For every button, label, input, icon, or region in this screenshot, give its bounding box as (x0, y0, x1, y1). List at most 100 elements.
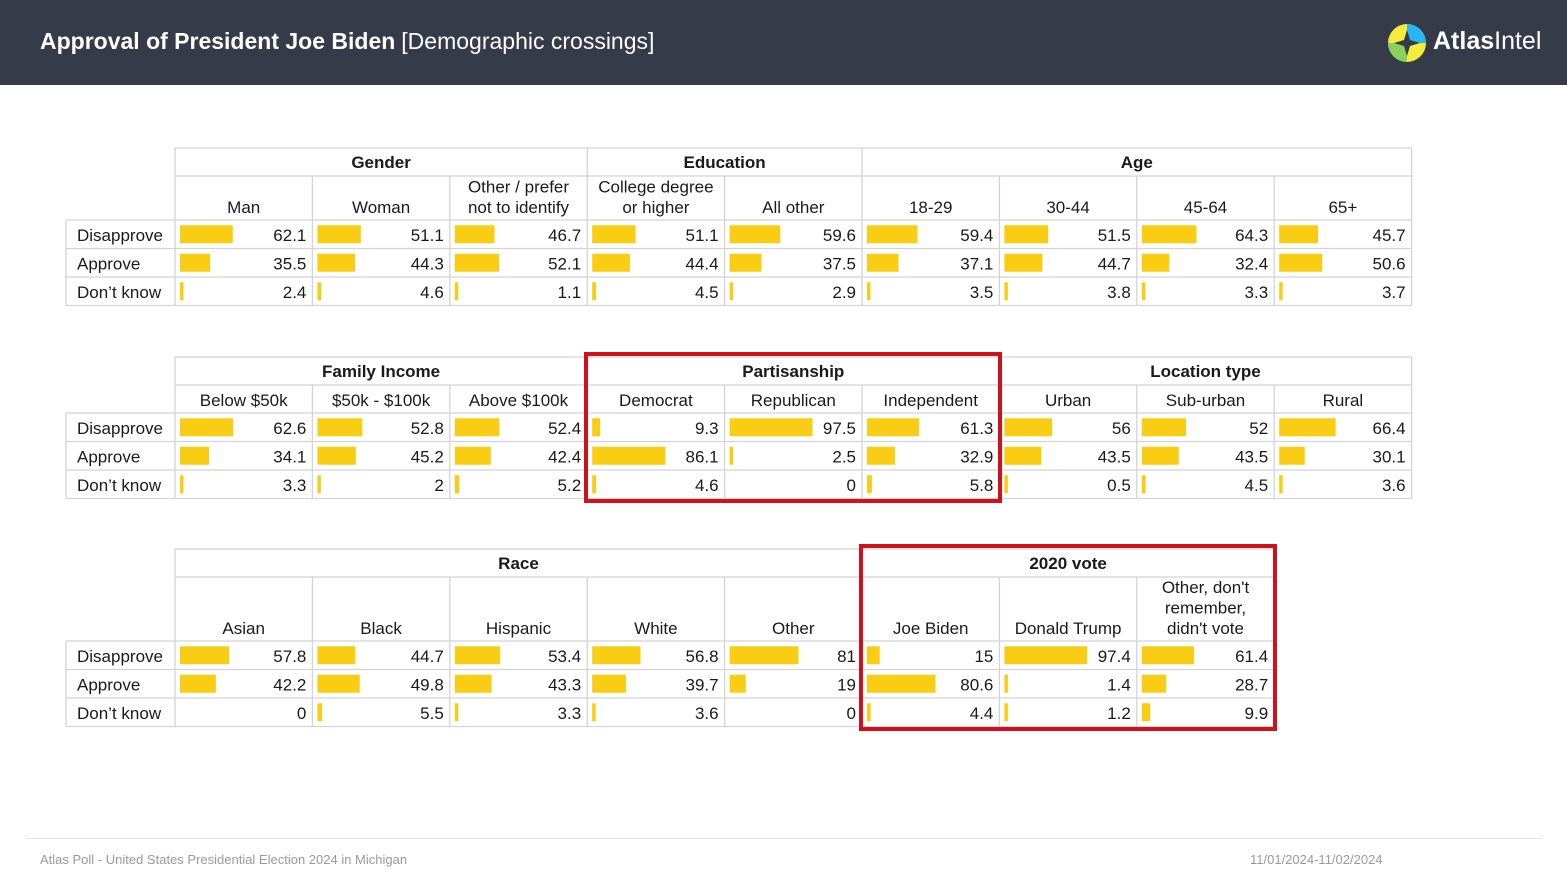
value-bar (867, 225, 918, 244)
value-bar (729, 282, 734, 301)
value-bar (867, 674, 936, 693)
value-label: 49.8 (411, 676, 444, 695)
value-label: 51.5 (1098, 226, 1131, 245)
value-bar (1004, 703, 1008, 722)
value-bar (729, 646, 799, 665)
value-label: 1.4 (1107, 676, 1131, 695)
group-header: Partisanship (742, 362, 844, 381)
value-label: 86.1 (686, 448, 719, 467)
value-bar (180, 646, 230, 665)
value-label: 0 (847, 704, 856, 723)
column-label: Woman (352, 198, 410, 217)
value-label: 32.4 (1235, 255, 1268, 274)
column-label: Man (227, 198, 260, 217)
value-bar (180, 446, 209, 465)
value-bar (1004, 646, 1088, 665)
value-label: 4.6 (695, 476, 719, 495)
value-bar (1279, 282, 1283, 301)
value-label: 62.6 (273, 419, 306, 438)
value-bar (867, 446, 895, 465)
value-bar (180, 418, 234, 437)
column-label: Independent (883, 391, 978, 410)
value-bar (454, 225, 495, 244)
value-bar (1279, 253, 1323, 272)
row-label: Disapprove (77, 419, 163, 438)
row-label: Don’t know (77, 283, 162, 302)
value-label: 4.4 (970, 704, 994, 723)
column-label: Below $50k (200, 391, 288, 410)
value-bar (1004, 225, 1049, 244)
value-bar (180, 225, 233, 244)
column-label: Democrat (619, 391, 693, 410)
value-label: 62.1 (273, 226, 306, 245)
value-label: 42.4 (548, 448, 581, 467)
value-label: 9.9 (1245, 704, 1269, 723)
value-bar (592, 282, 597, 301)
value-label: 15 (974, 647, 993, 666)
column-label: $50k - $100k (332, 391, 431, 410)
column-label: Hispanic (486, 619, 552, 638)
value-label: 3.3 (283, 476, 307, 495)
footer-date: 11/01/2024-11/02/2024 (1250, 852, 1383, 867)
value-label: 4.5 (1245, 476, 1269, 495)
value-bar (317, 446, 356, 465)
value-label: 51.1 (411, 226, 444, 245)
column-label: All other (762, 198, 825, 217)
group-header: Location type (1150, 362, 1261, 381)
column-label: not to identify (468, 198, 570, 217)
value-label: 5.2 (558, 476, 582, 495)
value-label: 44.3 (411, 255, 444, 274)
group-header: 2020 vote (1029, 554, 1107, 573)
value-label: 43.3 (548, 676, 581, 695)
value-bar (592, 253, 630, 272)
value-bar (729, 446, 734, 465)
column-label: 45-64 (1184, 198, 1227, 217)
value-bar (1141, 475, 1146, 494)
value-bar (729, 225, 781, 244)
row-label: Disapprove (77, 647, 163, 666)
value-label: 37.5 (823, 255, 856, 274)
row-label: Don’t know (77, 704, 162, 723)
brand-name: AtlasIntel (1433, 27, 1541, 56)
value-label: 66.4 (1373, 419, 1406, 438)
column-label: Other, don't (1162, 578, 1250, 597)
value-label: 3.3 (558, 704, 582, 723)
column-label: Republican (751, 391, 836, 410)
footer-divider (26, 838, 1542, 839)
value-bar (454, 282, 459, 301)
value-label: 2.9 (832, 283, 856, 302)
column-label: White (634, 619, 677, 638)
value-bar (1141, 646, 1194, 665)
value-bar (317, 225, 361, 244)
value-bar (592, 646, 641, 665)
column-label: Asian (222, 619, 265, 638)
group-header: Education (684, 153, 766, 172)
row-label: Don’t know (77, 476, 162, 495)
column-label: Other / prefer (468, 178, 569, 197)
value-bar (1141, 674, 1167, 693)
value-bar (592, 475, 597, 494)
value-label: 46.7 (548, 226, 581, 245)
value-bar (454, 703, 459, 722)
column-label: 18-29 (909, 198, 952, 217)
value-bar (317, 253, 356, 272)
value-label: 57.8 (273, 647, 306, 666)
value-label: 3.8 (1107, 283, 1131, 302)
value-bar (867, 253, 899, 272)
value-label: 30.1 (1373, 448, 1406, 467)
value-label: 35.5 (273, 255, 306, 274)
value-label: 52.8 (411, 419, 444, 438)
value-bar (592, 225, 636, 244)
value-label: 5.5 (420, 704, 444, 723)
value-label: 43.5 (1098, 448, 1131, 467)
value-bar (1279, 225, 1319, 244)
value-bar (592, 674, 626, 693)
value-label: 61.3 (960, 419, 993, 438)
value-bar (867, 475, 872, 494)
value-bar (1279, 446, 1305, 465)
value-bar (592, 446, 666, 465)
value-label: 64.3 (1235, 226, 1268, 245)
value-label: 37.1 (960, 255, 993, 274)
value-bar (1141, 418, 1186, 437)
